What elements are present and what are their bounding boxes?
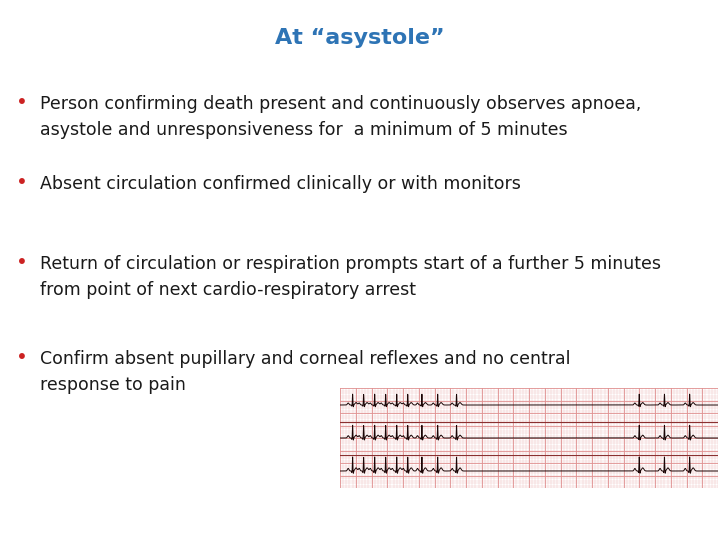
Text: Return of circulation or respiration prompts start of a further 5 minutes
from p: Return of circulation or respiration pro…	[40, 255, 661, 299]
Text: Person confirming death present and continuously observes apnoea,
asystole and u: Person confirming death present and cont…	[40, 95, 642, 139]
Text: •: •	[16, 173, 28, 192]
Text: •: •	[16, 253, 28, 272]
Text: Confirm absent pupillary and corneal reflexes and no central
response to pain: Confirm absent pupillary and corneal ref…	[40, 350, 570, 394]
Text: Professional Development Programme for Organ Donation: Professional Development Programme for O…	[13, 512, 496, 528]
Text: At “asystole”: At “asystole”	[275, 28, 445, 48]
Text: •: •	[16, 93, 28, 112]
Text: 117: 117	[680, 514, 706, 526]
Text: •: •	[16, 348, 28, 367]
Text: Absent circulation confirmed clinically or with monitors: Absent circulation confirmed clinically …	[40, 175, 521, 193]
